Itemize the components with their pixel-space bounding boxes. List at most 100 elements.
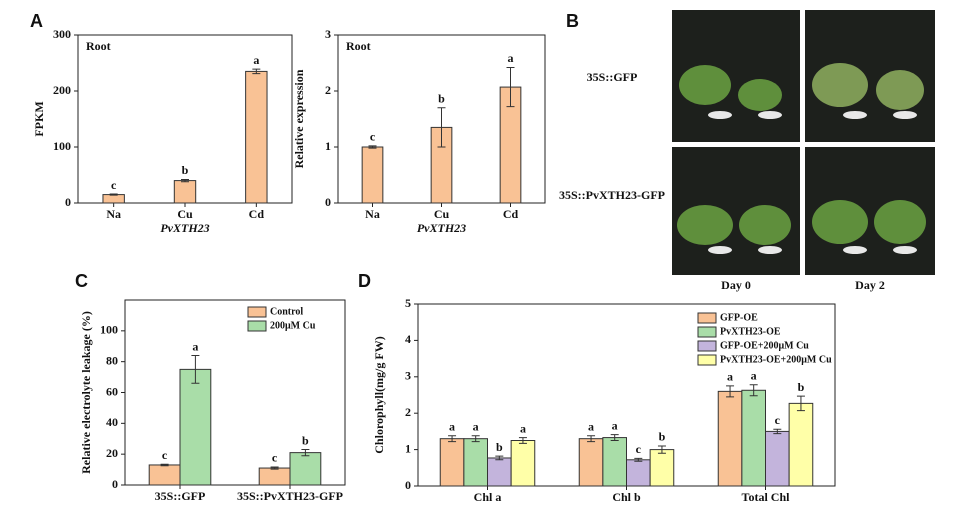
legend-label: 200μM Cu (270, 320, 316, 331)
y-axis-label: Relative electrolyte leakage (%) (79, 311, 93, 474)
x-tick-label: 35S::PvXTH23-GFP (237, 489, 343, 503)
bar (626, 459, 651, 487)
error-bar (657, 445, 666, 454)
y-tick-label: 3 (325, 27, 331, 41)
error-bar (368, 145, 377, 149)
significance-letter: b (659, 430, 666, 444)
y-axis-label: Chlorophyll(mg/g FW) (372, 336, 386, 453)
error-bar (301, 449, 310, 457)
significance-letter: a (727, 370, 733, 384)
legend-swatch (697, 340, 717, 352)
y-tick-label: 40 (106, 415, 118, 429)
y-tick-label: 0 (65, 195, 71, 209)
significance-letter: c (370, 130, 376, 144)
legend-swatch (697, 326, 717, 338)
error-bar (160, 463, 169, 467)
error-bar (495, 455, 504, 461)
significance-letter: c (775, 413, 781, 427)
y-tick-label: 3 (405, 369, 411, 383)
x-tick-label: Na (106, 207, 121, 221)
x-tick-label: Na (365, 207, 380, 221)
x-tick-label: Chl b (612, 490, 641, 504)
x-tick-label: Cd (249, 207, 265, 221)
x-tick-label: Cd (503, 207, 519, 221)
y-tick-label: 0 (325, 195, 331, 209)
x-tick-label: 35S::GFP (155, 489, 206, 503)
significance-letter: a (473, 420, 479, 434)
significance-letter: b (798, 380, 805, 394)
x-axis-label: PvXTH23 (160, 221, 209, 235)
error-bar (749, 384, 758, 397)
panel-letter: C (75, 271, 88, 291)
significance-letter: a (520, 421, 526, 435)
y-tick-label: 0 (112, 477, 118, 491)
y-tick-label: 1 (405, 441, 411, 455)
bar (649, 449, 675, 487)
column-label: Day 0 (721, 278, 751, 292)
bar (179, 368, 212, 486)
error-bar (109, 193, 118, 196)
plants (677, 63, 926, 245)
y-tick-label: 4 (405, 332, 411, 346)
bar (717, 390, 743, 487)
photo-panel: B 35S::GFP 35S::PvXTH23-GFP Day 0 Day 2 (559, 10, 935, 292)
legend-label: PvXTH23-OE+200μM Cu (720, 354, 832, 365)
legend-swatch (247, 320, 267, 332)
bar (578, 438, 604, 487)
significance-letter: a (612, 418, 618, 432)
error-bar (437, 107, 446, 148)
bar (439, 438, 465, 487)
row-label: 35S::PvXTH23-GFP (559, 188, 665, 202)
significance-letter: c (272, 451, 278, 465)
legend-label: GFP-OE (720, 312, 758, 323)
significance-letter: b (182, 163, 189, 177)
y-tick-label: 200 (53, 83, 71, 97)
y-tick-label: 100 (100, 323, 118, 337)
y-tick-label: 80 (106, 353, 118, 367)
y-tick-label: 300 (53, 27, 71, 41)
error-bar (518, 437, 527, 444)
significance-letter: a (253, 53, 259, 67)
significance-letter: a (751, 369, 757, 383)
y-axis-label: FPKM (32, 101, 46, 136)
x-tick-label: Chl a (474, 490, 502, 504)
bar (173, 180, 197, 204)
x-axis-label: PvXTH23 (417, 221, 466, 235)
legend-label: PvXTH23-OE (720, 326, 781, 337)
error-bar (796, 395, 805, 412)
chart-title: Root (86, 39, 111, 53)
error-bar (773, 428, 782, 435)
significance-letter: a (449, 420, 455, 434)
row-label: 35S::GFP (587, 70, 638, 84)
bar (788, 402, 814, 487)
column-label: Day 2 (855, 278, 885, 292)
significance-letter: b (496, 440, 503, 454)
y-tick-label: 1 (325, 139, 331, 153)
legend-label: GFP-OE+200μM Cu (720, 340, 809, 351)
significance-letter: b (438, 92, 445, 106)
error-bar (191, 355, 200, 384)
error-bar (471, 435, 480, 443)
bar (258, 467, 291, 486)
error-bar (506, 66, 515, 108)
x-tick-label: Cu (434, 207, 450, 221)
bar (102, 194, 125, 204)
panel-letter: A (30, 11, 43, 31)
significance-letter: a (192, 339, 198, 353)
bar (148, 464, 181, 486)
legend-swatch (247, 306, 267, 318)
significance-letter: a (588, 420, 594, 434)
pots (708, 111, 917, 254)
bar (487, 457, 512, 487)
legend-swatch (697, 312, 717, 324)
y-tick-label: 5 (405, 296, 411, 310)
legend-label: Control (270, 306, 303, 317)
legend-swatch (697, 354, 717, 366)
y-tick-label: 20 (106, 446, 118, 460)
bar (289, 452, 322, 486)
bar (741, 389, 766, 487)
error-bar (252, 68, 261, 75)
y-tick-label: 2 (405, 405, 411, 419)
x-tick-label: Total Chl (742, 490, 791, 504)
